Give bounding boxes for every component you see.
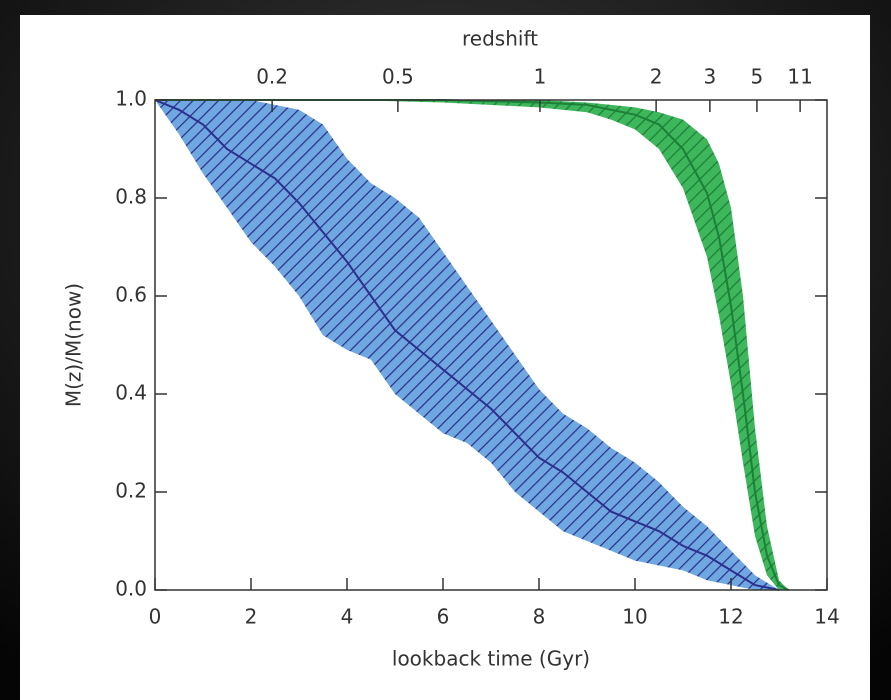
band (155, 100, 779, 590)
x2-tick-label: 0.5 (382, 65, 414, 89)
y-axis-title: M(z)/M(now) (62, 283, 86, 407)
x-tick-label: 6 (437, 605, 450, 629)
x2-tick-label: 1 (534, 65, 547, 89)
x-tick-label: 12 (718, 605, 743, 629)
x-tick-label: 8 (533, 605, 546, 629)
median-line (154, 99, 780, 591)
x2-tick-label: 2 (650, 65, 663, 89)
x-tick-label: 2 (245, 605, 258, 629)
x2-tick-label: 11 (787, 65, 812, 89)
x2-tick-label: 3 (704, 65, 717, 89)
y-tick-label: 0.2 (115, 479, 147, 503)
x2-tick-label: 5 (751, 65, 764, 89)
x-tick-label: 0 (149, 605, 162, 629)
y-tick-label: 0.8 (115, 185, 147, 209)
y-tick-label: 0.0 (115, 577, 147, 601)
x-tick-label: 4 (341, 605, 354, 629)
x-tick-label: 10 (622, 605, 647, 629)
y-tick-label: 0.6 (115, 283, 147, 307)
x-tick-label: 14 (814, 605, 839, 629)
x2-axis-title: redshift (462, 27, 538, 51)
plot-frame (154, 99, 828, 591)
x2-tick-label: 0.2 (256, 65, 288, 89)
y-tick-label: 1.0 (115, 87, 147, 111)
y-tick-label: 0.4 (115, 381, 147, 405)
x-axis-title: lookback time (Gyr) (392, 647, 590, 671)
